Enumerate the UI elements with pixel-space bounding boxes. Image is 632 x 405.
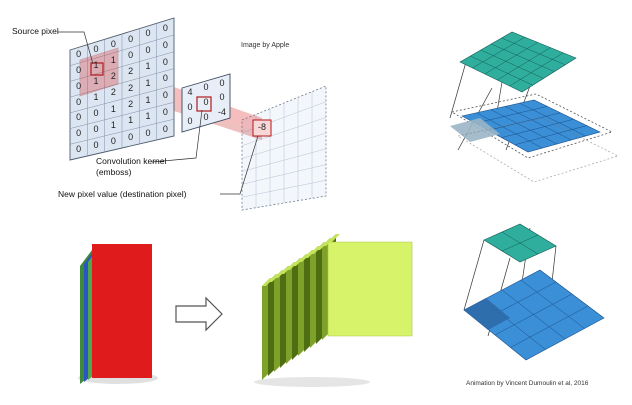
- destination-plane: [241, 85, 327, 211]
- kernel-cell-value: 4: [187, 87, 193, 97]
- kernel-cell-value: 0: [187, 101, 193, 112]
- source-cell-value: 0: [162, 73, 168, 84]
- source-cell-value: 0: [93, 44, 99, 54]
- dumoulin-credit-caption: Animation by Vincent Dumoulin et al, 201…: [466, 380, 589, 387]
- source-pixel-box: [90, 62, 104, 76]
- kernel-cell-value: 0: [219, 92, 225, 103]
- source-cell-value: 0: [76, 65, 82, 76]
- source-cell-value: 1: [145, 61, 151, 72]
- source-pixel-label: Source pixel: [12, 26, 59, 36]
- kernel-cell-value: 0: [203, 111, 209, 122]
- source-cell-value: 0: [76, 96, 82, 107]
- source-cell-value: 1: [93, 76, 99, 86]
- source-cell-value: 0: [162, 106, 168, 117]
- source-cell-value: 2: [128, 99, 134, 110]
- kernel-cell-value: 0: [203, 82, 209, 93]
- source-cell-value: 1: [145, 94, 151, 105]
- source-cell-value: 0: [110, 38, 116, 49]
- apple-credit-caption: Image by Apple: [241, 42, 290, 49]
- input-rgb-stack: [80, 244, 152, 384]
- source-cell-value: 0: [128, 49, 134, 60]
- source-cell-value: 1: [145, 111, 151, 122]
- padded-conv-diagram: [449, 31, 620, 183]
- source-cell-value: 2: [110, 87, 116, 98]
- source-cell-value: 0: [76, 80, 82, 91]
- leader-lines: [58, 31, 259, 195]
- source-cell-value: 0: [128, 33, 134, 44]
- source-cell-value: 0: [93, 140, 99, 150]
- source-cell-value: 1: [128, 115, 134, 126]
- source-cell-value: 0: [162, 23, 168, 34]
- kernel-plane: [181, 73, 231, 133]
- source-cell-value: 0: [76, 144, 82, 155]
- kernel-cell-value: -4: [217, 107, 226, 117]
- source-cell-value: 2: [128, 66, 134, 77]
- kernel-cell-value: 0: [203, 97, 209, 107]
- source-cell-value: 0: [76, 112, 82, 123]
- new-pixel-label: New pixel value (destination pixel): [58, 189, 187, 199]
- source-cell-value: 0: [145, 44, 151, 55]
- output-value: -8: [257, 122, 266, 132]
- transform-arrow-icon: [175, 296, 223, 332]
- source-cell-value: 0: [162, 123, 168, 134]
- source-plane: [69, 17, 175, 161]
- kernel-cell-value: 0: [187, 116, 193, 127]
- source-cell-value: 0: [162, 56, 168, 67]
- source-cell-value: 0: [145, 127, 151, 138]
- kernel-label-line1: Convolution kernel: [96, 156, 167, 166]
- source-cell-value: 1: [93, 92, 99, 102]
- valid-conv-diagram: [463, 223, 605, 361]
- source-cell-value: 1: [110, 54, 116, 65]
- source-window: [79, 47, 119, 97]
- source-cell-value: 0: [93, 124, 99, 134]
- kernel-label-line2: (emboss): [96, 167, 132, 177]
- source-cell-value: 1: [145, 78, 151, 88]
- source-cell-value: 0: [162, 39, 168, 50]
- source-cell-value: 1: [93, 60, 99, 70]
- source-cell-value: 0: [145, 28, 151, 39]
- output-cell: [252, 119, 272, 137]
- source-cell-value: 2: [128, 82, 134, 93]
- source-cell-value: 0: [76, 49, 82, 60]
- source-cell-value: 1: [110, 103, 116, 114]
- source-cell-value: 0: [162, 90, 168, 101]
- source-cell-value: 1: [110, 119, 116, 130]
- source-cell-value: 0: [128, 131, 134, 142]
- source-cell-value: 0: [110, 135, 116, 146]
- output-feature-stack: [262, 234, 413, 380]
- kernel-cell-value: 0: [219, 77, 225, 88]
- source-cell-value: 0: [76, 128, 82, 139]
- source-cell-value: 2: [110, 71, 116, 82]
- source-cell-value: 0: [93, 108, 99, 118]
